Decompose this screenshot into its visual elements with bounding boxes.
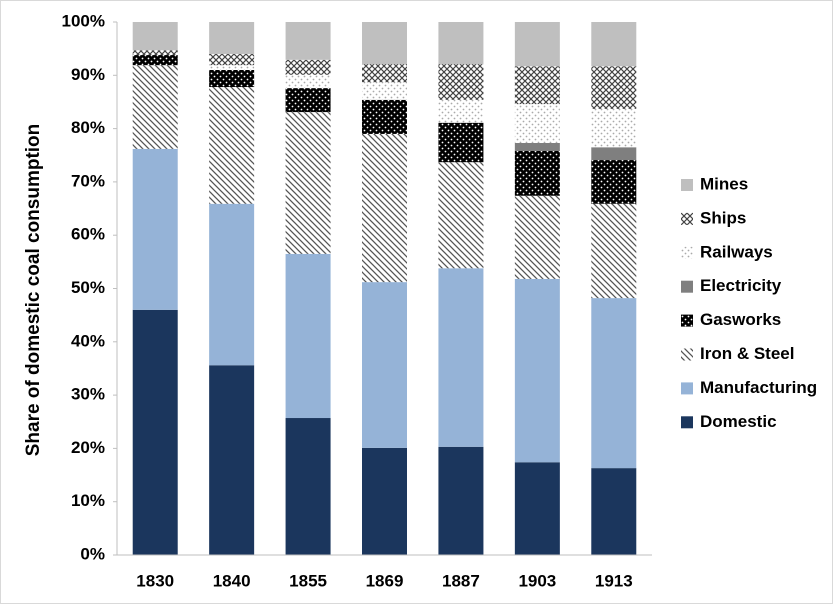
bar-segment bbox=[438, 64, 484, 100]
x-tick-label: 1913 bbox=[595, 571, 633, 590]
legend-swatch bbox=[681, 382, 693, 395]
x-tick-label: 1840 bbox=[213, 571, 251, 590]
bar-segment bbox=[514, 22, 560, 67]
y-tick-label: 100% bbox=[62, 11, 105, 30]
bar-segment bbox=[514, 150, 560, 196]
legend-label: Mines bbox=[700, 174, 748, 193]
bar-segment bbox=[362, 447, 407, 555]
bar-segment bbox=[209, 203, 255, 366]
legend-label: Gasworks bbox=[700, 310, 781, 329]
bar-segment bbox=[591, 66, 637, 109]
bar-segment bbox=[362, 22, 407, 65]
bar-segment bbox=[209, 365, 255, 555]
legend-swatch bbox=[681, 416, 693, 429]
x-tick-label: 1830 bbox=[136, 571, 174, 590]
bar-segment bbox=[514, 66, 560, 105]
bar-segment bbox=[591, 147, 637, 161]
bar-segment bbox=[132, 309, 178, 555]
bar-segment bbox=[591, 22, 637, 67]
legend-swatch bbox=[681, 179, 693, 191]
bar-segment bbox=[591, 203, 637, 299]
legend-swatch bbox=[681, 314, 693, 327]
bar-segment bbox=[438, 162, 484, 269]
bar-segment bbox=[362, 133, 407, 283]
bar-segment bbox=[438, 22, 484, 65]
bar-segment bbox=[285, 253, 331, 419]
bar-segment bbox=[591, 160, 637, 204]
bar-segment bbox=[362, 282, 407, 448]
bar-segment bbox=[285, 88, 331, 113]
bar-segment bbox=[362, 64, 407, 83]
y-tick-label: 70% bbox=[71, 171, 105, 190]
legend-swatch bbox=[681, 348, 693, 361]
legend-swatch bbox=[681, 246, 693, 259]
bar-segment bbox=[209, 69, 255, 88]
bar-segment bbox=[132, 65, 178, 149]
x-tick-label: 1887 bbox=[442, 571, 480, 590]
bar-segment bbox=[285, 418, 331, 555]
y-tick-label: 50% bbox=[71, 278, 105, 297]
legend-swatch bbox=[681, 212, 693, 225]
bar-segment bbox=[209, 87, 255, 204]
y-tick-label: 80% bbox=[71, 118, 105, 137]
bar-segment bbox=[438, 268, 484, 447]
y-tick-label: 40% bbox=[71, 331, 105, 350]
legend-swatch bbox=[681, 280, 693, 293]
bar-segment bbox=[514, 142, 560, 151]
x-tick-label: 1903 bbox=[518, 571, 556, 590]
x-tick-label: 1855 bbox=[289, 571, 327, 590]
bar-segment bbox=[591, 298, 637, 469]
y-tick-label: 20% bbox=[71, 438, 105, 457]
bar-segment bbox=[438, 122, 484, 163]
bar-segment bbox=[132, 22, 178, 51]
bar-segment bbox=[514, 104, 560, 143]
legend-label: Manufacturing bbox=[700, 378, 817, 397]
bar-segment bbox=[209, 65, 255, 70]
legend-label: Domestic bbox=[700, 412, 777, 431]
legend-label: Ships bbox=[700, 208, 746, 227]
bar-segment bbox=[438, 99, 484, 123]
bar-segment bbox=[132, 50, 178, 56]
legend-label: Iron & Steel bbox=[700, 344, 794, 363]
y-tick-label: 10% bbox=[71, 491, 105, 510]
bar-segment bbox=[285, 22, 331, 60]
bar-segment bbox=[285, 74, 331, 89]
bar-segment bbox=[209, 53, 255, 66]
legend-label: Railways bbox=[700, 242, 773, 261]
bar-segment bbox=[285, 59, 331, 75]
bar-segment bbox=[591, 108, 637, 148]
bar-segment bbox=[514, 278, 560, 463]
y-axis-label: Share of domestic coal consumption bbox=[23, 124, 44, 457]
bar-segment bbox=[362, 82, 407, 100]
bar-segment bbox=[132, 148, 178, 310]
y-tick-label: 60% bbox=[71, 225, 105, 244]
y-tick-label: 0% bbox=[80, 544, 105, 563]
bar-segment bbox=[285, 112, 331, 254]
bar-segment bbox=[591, 468, 637, 555]
y-tick-label: 90% bbox=[71, 65, 105, 84]
bar-segment bbox=[514, 462, 560, 555]
y-tick-label: 30% bbox=[71, 385, 105, 404]
legend-label: Electricity bbox=[700, 276, 782, 295]
bar-segment bbox=[514, 195, 560, 279]
bar-segment bbox=[209, 22, 255, 54]
bar-segment bbox=[132, 55, 178, 66]
bar-segment bbox=[438, 446, 484, 555]
x-tick-label: 1869 bbox=[366, 571, 404, 590]
bar-segment bbox=[362, 99, 407, 134]
